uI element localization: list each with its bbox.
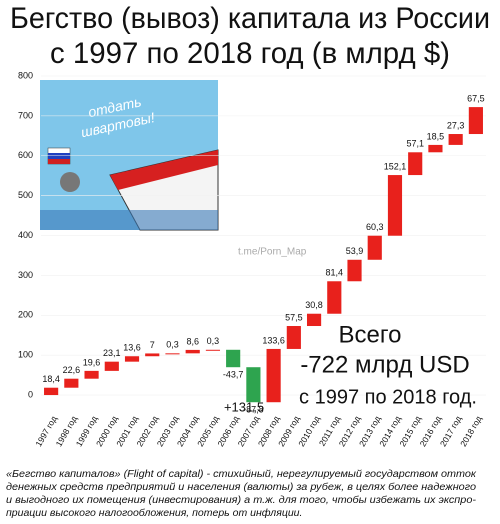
value-label: 81,4	[326, 268, 344, 278]
annotation: -722 млрд USD	[300, 351, 469, 378]
illustration-water	[40, 210, 218, 230]
value-label: 53,9	[346, 246, 364, 256]
y-tick-label: 700	[18, 110, 33, 120]
chart-title: Бегство (вывоз) капитала из России	[10, 2, 490, 35]
y-tick-label: 200	[18, 310, 33, 320]
bar	[64, 378, 79, 388]
bar	[266, 348, 281, 403]
y-tick-label: 300	[18, 270, 33, 280]
bar	[448, 134, 463, 145]
bar	[205, 349, 221, 351]
footer-text: «Бегство капиталов» (Flight of capital) …	[6, 468, 477, 480]
value-label: 60,3	[366, 222, 384, 232]
bar	[226, 349, 241, 368]
value-label: -43,7	[223, 370, 244, 380]
annotation: +131,5	[224, 399, 264, 414]
illustration-ship-stripe	[110, 150, 218, 190]
value-label: 22,6	[63, 365, 81, 375]
annotation: с 1997 по 2018 год.	[299, 386, 477, 408]
bar	[44, 387, 59, 396]
y-tick-label: 800	[18, 70, 33, 80]
value-label: 67,5	[467, 93, 485, 103]
bar	[387, 175, 403, 236]
bar	[347, 259, 362, 282]
y-tick-label: 100	[18, 350, 33, 360]
value-label: 133,6	[262, 335, 285, 345]
bar	[306, 313, 322, 327]
value-label: 57,1	[406, 139, 424, 149]
bar	[185, 349, 200, 354]
value-label: 19,6	[83, 357, 101, 367]
illustration: отдать швартовы!	[40, 80, 219, 231]
chart-subtitle: с 1997 по 2018 год (в млрд $)	[50, 37, 450, 70]
bar	[104, 361, 119, 371]
bar	[84, 370, 99, 379]
watermark: t.me/Porn_Map	[238, 247, 307, 258]
value-label: 27,3	[447, 120, 465, 130]
value-label: 152,1	[384, 161, 407, 171]
footer-text: приации высокого налогообложения, потерь…	[6, 507, 302, 519]
illustration-flag-red	[48, 159, 70, 164]
bar	[286, 326, 301, 349]
bar	[408, 152, 423, 176]
value-label: 7	[150, 340, 155, 350]
value-label: 18,4	[42, 374, 60, 384]
value-label: 8,6	[186, 336, 199, 346]
value-label: 0,3	[207, 336, 220, 346]
y-tick-label: 400	[18, 230, 33, 240]
value-label: 30,8	[305, 300, 323, 310]
footer-text: денежных средств предприятий и населения…	[6, 481, 476, 493]
bar	[367, 235, 382, 260]
bar	[327, 281, 342, 314]
bar	[468, 107, 483, 135]
y-tick-label: 600	[18, 150, 33, 160]
bar	[428, 144, 443, 153]
value-label: 23,1	[103, 348, 121, 358]
value-label: 13,6	[123, 343, 141, 353]
value-label: 57,5	[285, 312, 303, 322]
y-tick-label: 500	[18, 190, 33, 200]
footer-text: и выгодного их помещения (инвестирования…	[6, 494, 477, 506]
bar	[165, 353, 180, 355]
y-tick-label: 0	[28, 389, 33, 399]
value-label: 0,3	[166, 340, 179, 350]
value-label: 18,5	[427, 131, 445, 141]
illustration-figure	[60, 172, 80, 192]
annotation: Всего	[339, 321, 402, 348]
value-label: -87,8	[243, 405, 264, 415]
bar	[246, 367, 261, 403]
bar	[124, 356, 140, 362]
bar	[145, 353, 160, 357]
